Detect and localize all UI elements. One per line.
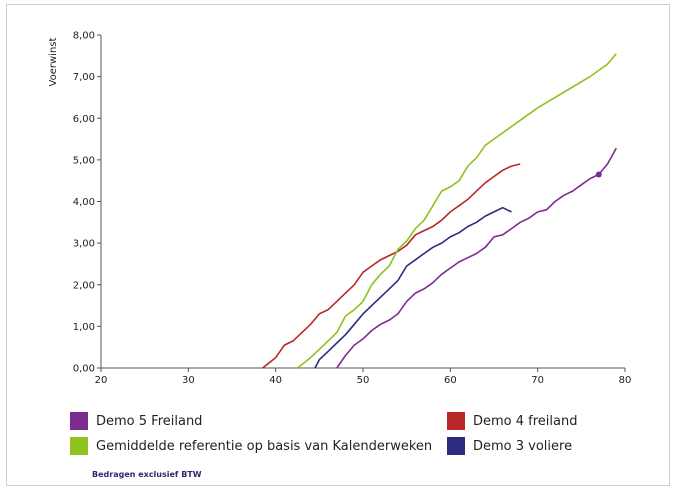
legend-item-demo5[interactable]: Demo 5 Freiland — [70, 412, 202, 430]
legend-label: Demo 4 freiland — [473, 414, 577, 429]
legend-item-demo3[interactable]: Demo 3 voliere — [447, 437, 572, 455]
x-tick-label: 40 — [269, 375, 282, 386]
x-tick-label: 70 — [531, 375, 544, 386]
legend-swatch — [447, 412, 465, 430]
x-tick-label: 50 — [357, 375, 370, 386]
footnote: Bedragen exclusief BTW — [92, 470, 202, 479]
y-tick-label: 5,00 — [73, 155, 95, 166]
y-tick-label: 3,00 — [73, 239, 95, 250]
legend-swatch — [70, 437, 88, 455]
legend-item-demo4[interactable]: Demo 4 freiland — [447, 412, 577, 430]
y-tick-label: 0,00 — [73, 364, 95, 375]
y-tick-label: 4,00 — [73, 197, 95, 208]
y-tick-label: 8,00 — [73, 31, 95, 42]
legend-swatch — [447, 437, 465, 455]
x-tick-label: 20 — [95, 375, 108, 386]
y-tick-label: 6,00 — [73, 114, 95, 125]
legend-label: Gemiddelde referentie op basis van Kalen… — [96, 439, 432, 454]
y-axis-label: Voerwinst — [48, 37, 59, 86]
series-line-2 — [298, 54, 617, 368]
x-tick-label: 60 — [444, 375, 457, 386]
y-tick-label: 1,00 — [73, 322, 95, 333]
x-tick-label: 30 — [182, 375, 195, 386]
x-tick-label: 80 — [619, 375, 632, 386]
legend-label: Demo 3 voliere — [473, 439, 572, 454]
legend-item-reference[interactable]: Gemiddelde referentie op basis van Kalen… — [70, 437, 432, 455]
legend-label: Demo 5 Freiland — [96, 414, 202, 429]
series-line-1 — [263, 164, 521, 368]
series-line-0 — [337, 148, 617, 368]
y-tick-label: 7,00 — [73, 72, 95, 83]
y-tick-label: 2,00 — [73, 280, 95, 291]
series-marker-0 — [596, 171, 602, 177]
legend-swatch — [70, 412, 88, 430]
